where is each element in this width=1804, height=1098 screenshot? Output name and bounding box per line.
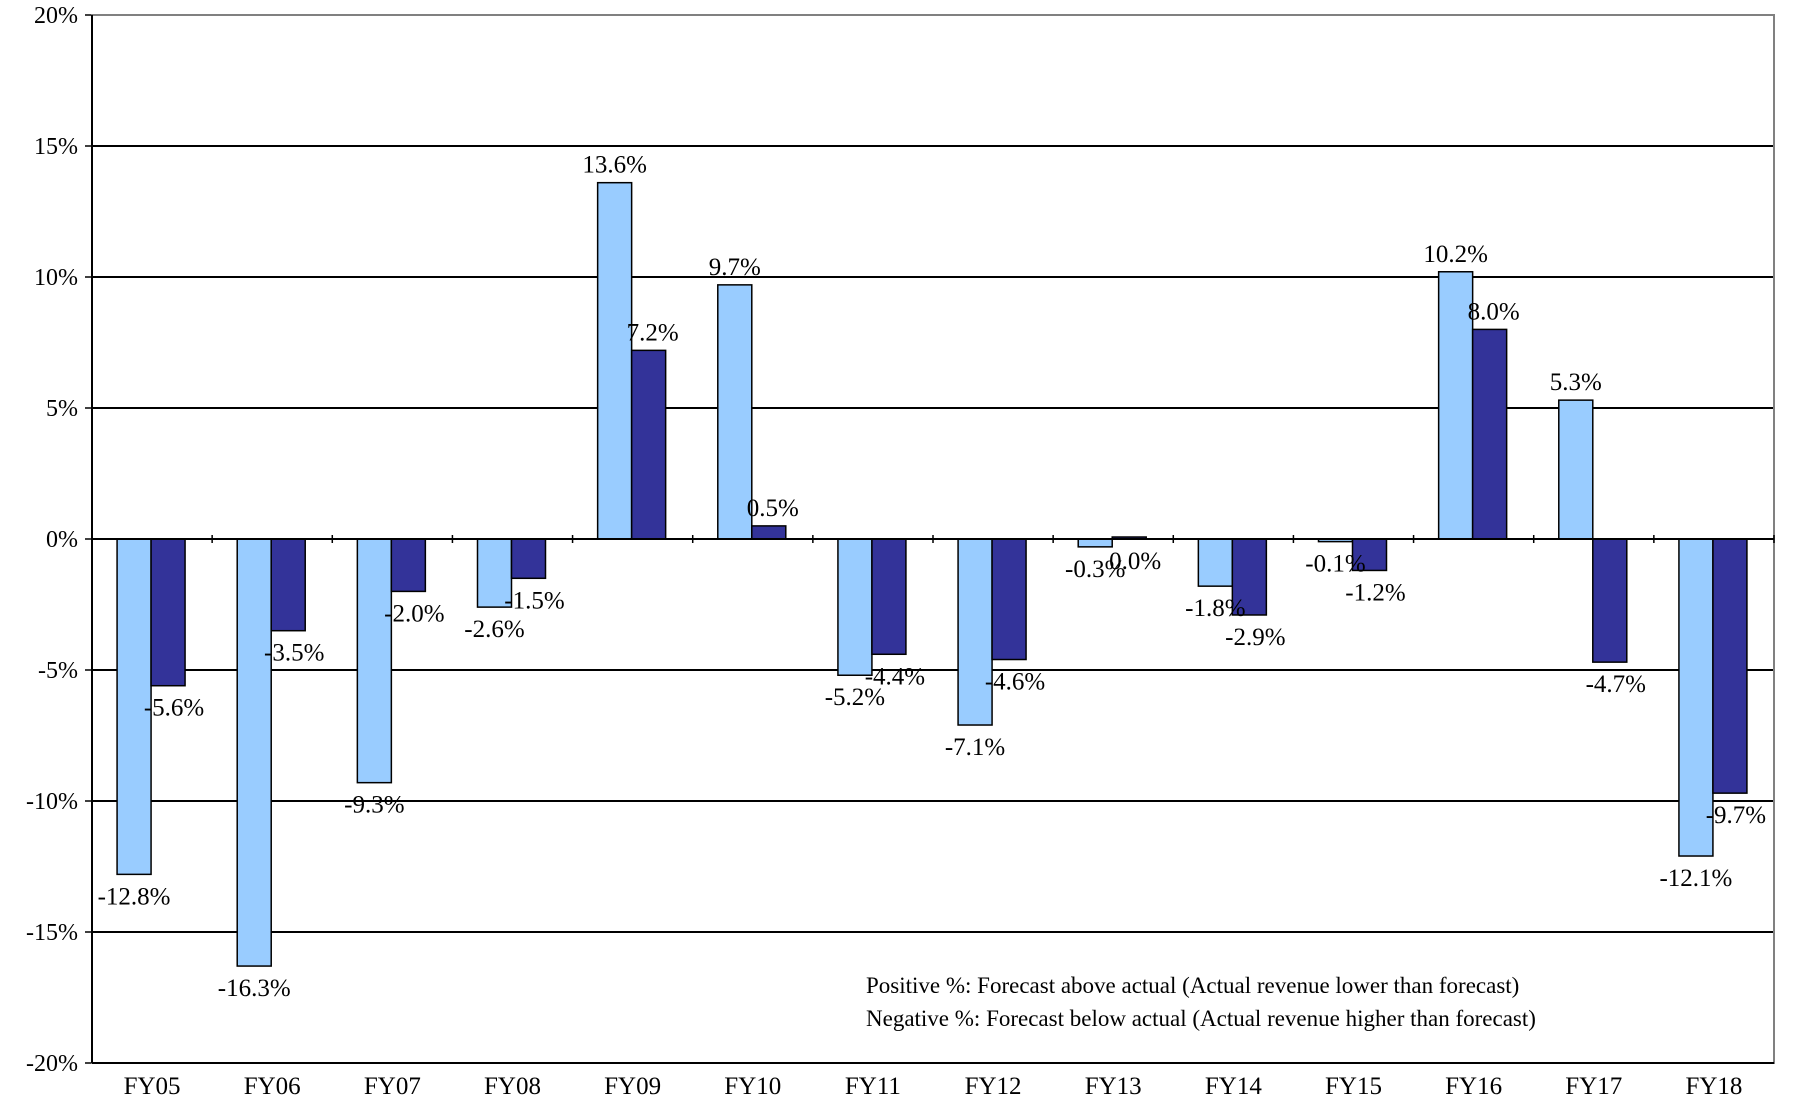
data-label-series-1: -12.8% — [98, 883, 171, 910]
y-tick-label: -10% — [26, 789, 78, 815]
bar-series-1 — [116, 538, 152, 876]
data-label-series-2: -3.5% — [264, 640, 324, 667]
y-tick-label: 5% — [46, 396, 78, 422]
data-label-series-1: 10.2% — [1423, 241, 1488, 268]
category-label: FY07 — [364, 1073, 421, 1098]
data-label-series-2: -4.7% — [1586, 671, 1646, 698]
data-label-series-2: 8.0% — [1468, 298, 1520, 325]
data-label-series-1: -16.3% — [218, 975, 291, 1002]
bar-series-2 — [1471, 328, 1508, 540]
bar-series-1 — [717, 284, 753, 540]
category-label: FY16 — [1445, 1073, 1502, 1098]
bar-series-2 — [1712, 538, 1748, 794]
bar-series-2 — [1231, 538, 1268, 616]
data-label-series-1: -2.6% — [464, 616, 524, 643]
bar-series-1 — [1197, 538, 1234, 587]
data-label-series-1: -12.1% — [1659, 865, 1732, 892]
category-label: FY14 — [1205, 1073, 1262, 1098]
category-label: FY06 — [244, 1073, 301, 1098]
category-label: FY13 — [1085, 1073, 1142, 1098]
y-tick-label: 20% — [34, 3, 78, 29]
data-label-series-1: 5.3% — [1550, 369, 1602, 396]
data-labels: -12.8% -16.3% -9.3% -2.6% 13.6% 9.7% -5.2% -7.1… — [98, 152, 1767, 1002]
y-tick-label: -5% — [38, 658, 78, 684]
data-label-series-1: 13.6% — [582, 152, 647, 179]
bar-series-1 — [957, 538, 993, 726]
y-tick-label: 10% — [34, 265, 78, 291]
bar-series-1 — [356, 538, 393, 784]
bar-series-2 — [270, 538, 306, 632]
annotation-negative: Negative %: Forecast below actual (Actua… — [866, 1006, 1536, 1031]
bar-series-1 — [1077, 538, 1113, 548]
data-label-series-2: -1.2% — [1345, 579, 1405, 606]
bar-series-2 — [150, 538, 186, 687]
data-label-series-1: 9.7% — [709, 254, 761, 281]
data-label-series-2: -9.7% — [1706, 802, 1766, 829]
data-label-series-2: -2.9% — [1225, 624, 1285, 651]
data-label-series-2: -4.4% — [865, 663, 925, 690]
annotation-positive: Positive %: Forecast above actual (Actua… — [866, 973, 1519, 998]
data-label-series-1: -5.2% — [825, 684, 885, 711]
category-label: FY17 — [1565, 1073, 1622, 1098]
bar-series-1 — [837, 538, 873, 676]
data-label-series-2: -1.5% — [504, 587, 564, 614]
bar-series-1 — [596, 181, 633, 540]
bar-series-2 — [991, 538, 1027, 661]
bars — [116, 181, 1748, 967]
category-label: FY18 — [1685, 1073, 1742, 1098]
data-label-series-2: 0.5% — [747, 495, 799, 522]
y-tick-label: -15% — [26, 920, 78, 946]
bar-series-1 — [1678, 538, 1714, 857]
category-label: FY08 — [484, 1073, 541, 1098]
axes: 20% 15% 10% 5% 0% -5% -10% -15% -20% FY05 FY06 FY07… — [26, 3, 1775, 1098]
bar-series-2 — [630, 349, 667, 540]
bar-series-1 — [236, 538, 272, 967]
annotation-note: Positive %: Forecast above actual (Actua… — [866, 973, 1536, 1031]
bar-series-2 — [510, 538, 547, 580]
bar-series-2 — [751, 525, 787, 540]
data-label-series-2: 0.0% — [1109, 548, 1161, 575]
data-label-series-1: -1.8% — [1185, 595, 1245, 622]
y-tick-label: -20% — [26, 1051, 78, 1077]
category-label: FY10 — [724, 1073, 781, 1098]
data-label-series-1: -0.3% — [1065, 556, 1125, 583]
y-tick-label: 15% — [34, 134, 78, 160]
data-label-series-2: -5.6% — [144, 695, 204, 722]
bar-series-2 — [1592, 538, 1628, 663]
bar-series-2 — [871, 538, 907, 656]
category-label: FY11 — [845, 1073, 901, 1098]
bar-series-1 — [1558, 399, 1594, 540]
data-label-series-2: -4.6% — [985, 669, 1045, 696]
bar-series-1 — [1437, 271, 1474, 540]
data-label-series-1: -0.1% — [1305, 551, 1365, 578]
category-label: FY15 — [1325, 1073, 1382, 1098]
category-label: FY05 — [124, 1073, 181, 1098]
bar-series-2 — [390, 538, 427, 593]
y-tick-label: 0% — [46, 527, 78, 553]
data-label-series-2: 7.2% — [627, 319, 679, 346]
category-label: FY12 — [965, 1073, 1022, 1098]
category-label: FY09 — [604, 1073, 661, 1098]
data-label-series-1: -9.3% — [344, 792, 404, 819]
data-label-series-1: -7.1% — [945, 734, 1005, 761]
data-label-series-2: -2.0% — [384, 600, 444, 627]
